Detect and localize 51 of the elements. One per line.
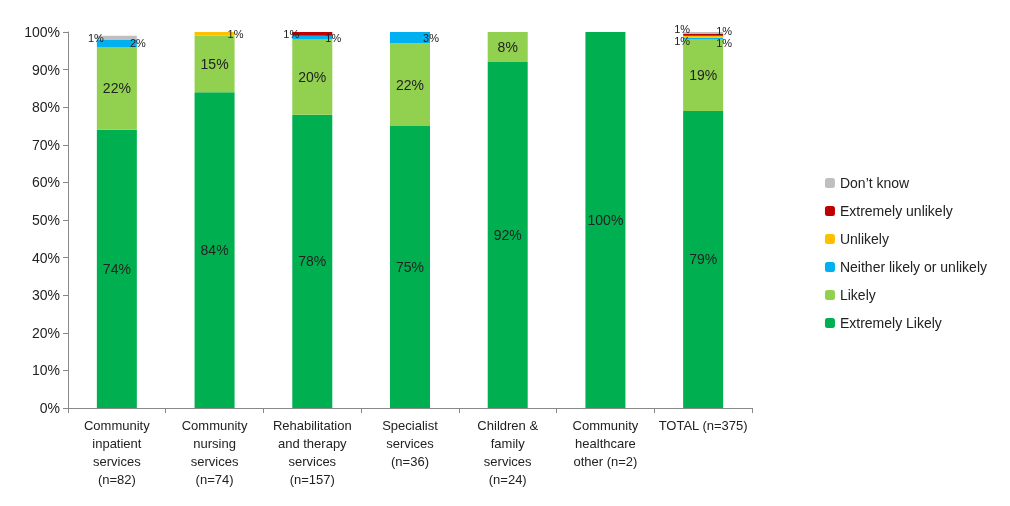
data-label: 1% [716,24,733,37]
data-label: 92% [493,227,522,244]
data-label: 78% [298,253,327,270]
y-tick-label: 60% [31,174,60,191]
data-label: 15% [200,55,229,72]
data-label: 79% [689,251,718,268]
y-tick-label: 100% [24,24,60,40]
data-label: 1% [283,27,300,40]
legend-label: Extremely unlikely [839,203,953,219]
y-tick-label: 30% [31,287,60,304]
data-label: 8% [497,39,518,56]
bar [194,92,235,408]
y-tick-label: 80% [31,99,60,116]
bar [390,43,430,126]
data-label: 75% [395,259,425,275]
data-label: 84% [200,242,229,259]
x-tick-label: Rehabilitation and therapy services (n=157) [272,417,352,487]
bar [390,126,430,408]
bar [487,62,528,408]
x-tick-label: Community healthcare other (n=2) [572,417,639,469]
legend-label: Extremely Likely [839,315,942,331]
data-label: 1% [227,27,244,40]
data-label: 20% [298,69,327,86]
bar [96,47,137,130]
data-label: 100% [587,212,624,228]
y-tick-label: 50% [31,212,60,228]
legend-label: Likely [839,287,876,303]
x-tick-label: Specialist services (n=36) [382,417,439,469]
bar [585,32,626,408]
x-tick-label: Children & family services (n=24) [477,417,539,487]
y-tick-label: 10% [31,362,60,379]
bar [96,129,137,408]
y-tick-label: 90% [31,61,60,78]
bar [292,114,333,408]
legend-label: Don’t know [839,175,911,191]
data-label: 22% [395,76,425,93]
x-tick-label: Community nursing services (n=74) [181,417,248,487]
data-label: 1% [674,22,691,35]
bar [683,110,724,408]
y-tick-label: 70% [31,136,60,153]
legend-label: Unlikely [839,231,889,247]
y-tick-label: 20% [31,324,60,341]
data-label: 22% [102,80,131,97]
data-label: 74% [102,260,131,277]
legend-label: Neither likely or unlikely [839,259,988,275]
data-label: 19% [689,67,718,84]
y-tick-label: 40% [31,249,60,266]
data-label: 1% [87,31,105,44]
x-tick-label: Community inpatient services (n=82) [83,417,151,487]
y-tick-label: 0% [39,400,60,416]
x-tick-label: TOTAL (n=375) [658,417,748,433]
